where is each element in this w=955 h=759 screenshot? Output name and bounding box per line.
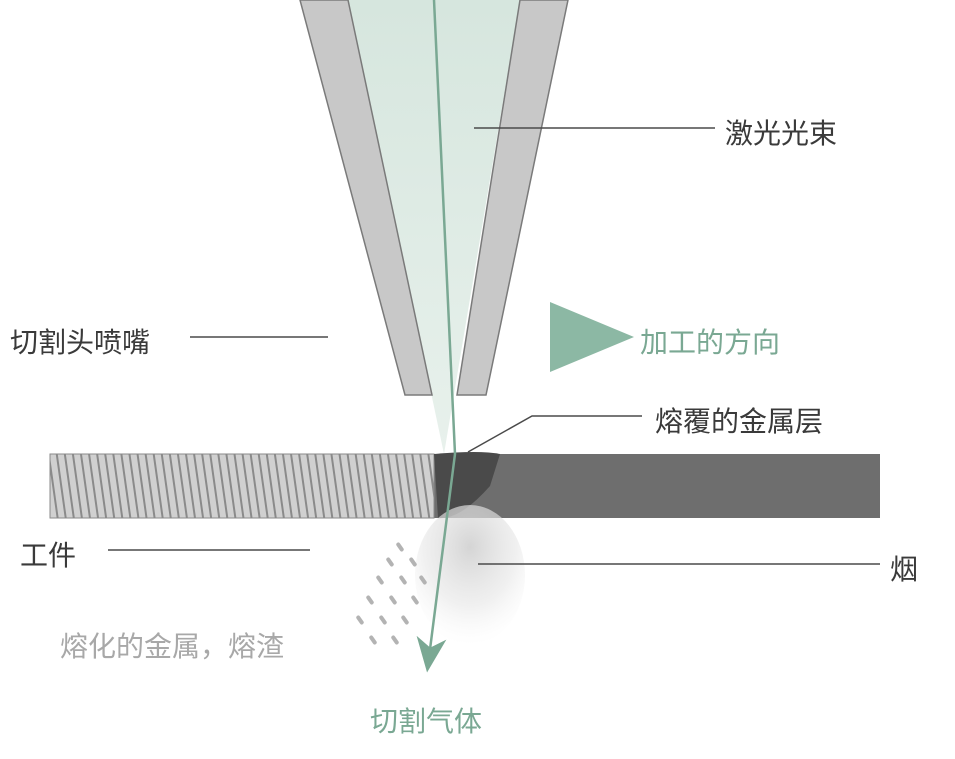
label-workpiece: 工件 (20, 534, 76, 574)
workpiece-uncut (434, 454, 880, 518)
label-molten-slag: 熔化的金属，熔渣 (60, 625, 284, 665)
smoke-plume (415, 505, 525, 645)
label-cladding-layer: 熔覆的金属层 (655, 400, 823, 440)
label-smoke: 烟 (890, 548, 918, 588)
workpiece-cut (50, 454, 434, 518)
label-direction: 加工的方向 (640, 321, 780, 361)
label-cutting-gas: 切割气体 (370, 700, 482, 740)
label-nozzle: 切割头喷嘴 (10, 321, 150, 361)
label-laser-beam: 激光光束 (725, 112, 837, 152)
slag-particles (355, 542, 427, 645)
